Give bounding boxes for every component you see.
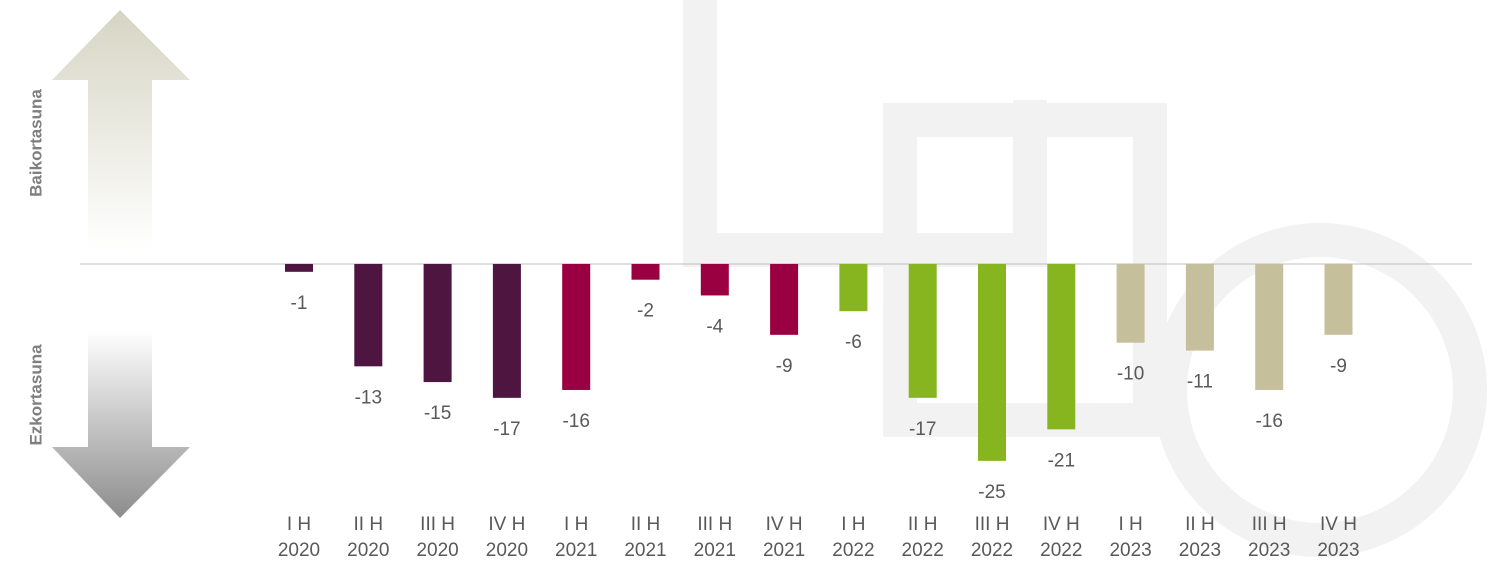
value-label: -17 <box>493 419 520 440</box>
value-label: -25 <box>978 482 1005 503</box>
y-label-top: Baikortasuna <box>26 89 45 197</box>
x-tick-label: III H 2023 <box>1248 514 1291 561</box>
x-tick-label: II H 2023 <box>1178 514 1222 561</box>
bar <box>770 263 799 335</box>
bar <box>978 263 1006 461</box>
bar <box>839 263 868 312</box>
bar <box>423 263 452 383</box>
x-tick-label: I H 2020 <box>277 514 321 561</box>
arrow-down <box>52 330 190 518</box>
value-label: -1 <box>291 293 308 314</box>
x-tick-label: III H 2020 <box>416 514 459 561</box>
value-label: -16 <box>562 411 589 432</box>
x-tick-label: II H 2021 <box>624 514 667 561</box>
bar <box>1255 263 1284 390</box>
arrow-up <box>52 10 190 250</box>
value-label: -13 <box>355 387 382 408</box>
x-tick-label: I H 2023 <box>1109 514 1152 561</box>
value-label: -15 <box>424 403 451 424</box>
x-tick-label: II H 2020 <box>347 514 390 561</box>
bar <box>492 263 521 398</box>
bar <box>562 263 591 390</box>
x-tick-label: IV H 2022 <box>1040 514 1083 561</box>
bar <box>1047 263 1076 430</box>
x-tick-label: III H 2021 <box>693 514 736 561</box>
bar <box>354 263 383 367</box>
value-label: -11 <box>1187 372 1213 393</box>
x-tick-label: IV H 2023 <box>1317 514 1360 561</box>
value-label: -9 <box>1330 356 1347 377</box>
watermark <box>683 0 1487 557</box>
bar <box>1324 263 1353 335</box>
y-label-bottom: Ezkortasuna <box>26 344 45 446</box>
bar <box>285 263 313 272</box>
bar <box>1185 263 1214 351</box>
value-label: -9 <box>776 356 793 377</box>
value-label: -10 <box>1117 364 1144 385</box>
value-label: -4 <box>706 316 723 337</box>
x-tick-label: III H 2022 <box>970 514 1014 561</box>
value-label: -16 <box>1255 411 1282 432</box>
value-label: -2 <box>637 301 654 322</box>
x-tick-label: I H 2022 <box>832 514 875 561</box>
x-tick-label: II H 2022 <box>901 514 944 561</box>
x-tick-label: I H 2021 <box>555 514 598 561</box>
bar <box>631 263 660 280</box>
value-label: -17 <box>909 419 936 440</box>
value-label: -6 <box>845 332 862 353</box>
x-tick-label: IV H 2021 <box>762 514 806 561</box>
bar <box>700 263 729 296</box>
value-label: -21 <box>1048 450 1075 471</box>
bar <box>1116 263 1145 343</box>
x-tick-label: IV H 2020 <box>485 514 529 561</box>
bar <box>908 263 937 398</box>
